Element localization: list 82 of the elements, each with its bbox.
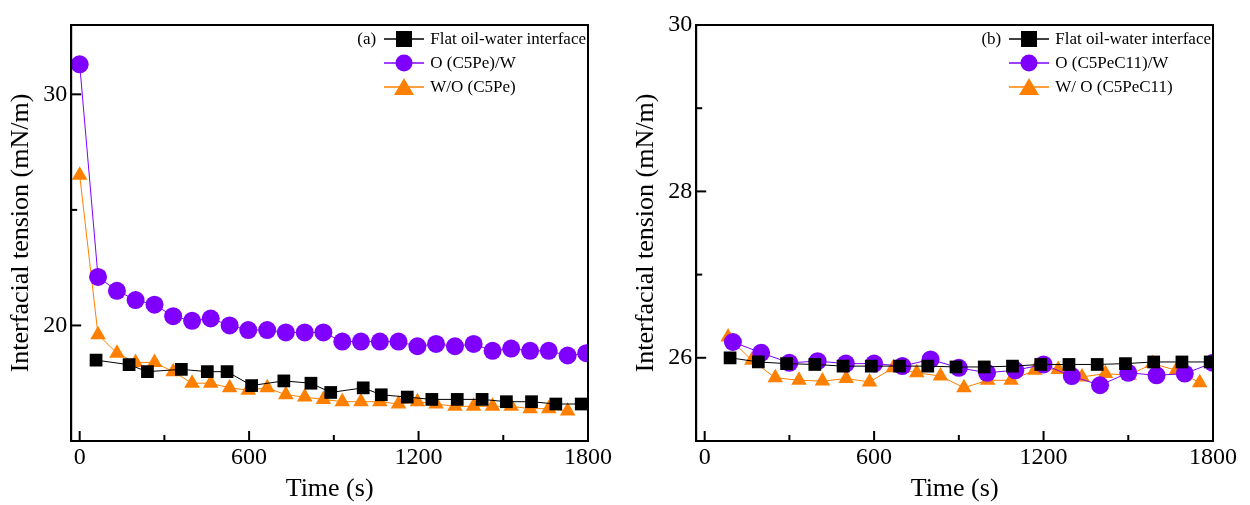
point (356, 381, 370, 395)
point (427, 334, 446, 353)
point (174, 362, 188, 376)
y-tick-label: 20 (43, 310, 68, 337)
point (521, 341, 540, 360)
point (239, 321, 258, 340)
point (141, 365, 154, 379)
point (122, 358, 136, 372)
y-tick-label: 26 (668, 343, 693, 370)
point (296, 388, 313, 402)
point (464, 334, 483, 353)
point (558, 346, 577, 365)
point (183, 311, 202, 330)
point (164, 307, 183, 326)
point (475, 393, 489, 406)
point (400, 390, 414, 404)
x-tick-label: 1200 (394, 442, 443, 469)
point (353, 392, 369, 407)
point (559, 401, 576, 416)
y-tick-label: 30 (43, 79, 68, 106)
legend-label: O (C5Pe)/W (430, 52, 516, 74)
y-tick-label: 28 (668, 176, 693, 203)
point (525, 395, 538, 409)
point (201, 309, 220, 328)
point (549, 397, 563, 411)
x-tick-label: 0 (698, 442, 711, 469)
point (374, 388, 388, 402)
point (145, 295, 164, 314)
x-tick-label: 1800 (1189, 442, 1237, 469)
point (484, 397, 501, 411)
annotation: (b) (981, 28, 1002, 50)
legend-label: O (C5PeC11)/W (1055, 52, 1169, 74)
x-tick-label: 1800 (564, 442, 612, 469)
legend-label: Flat oil-water interface (1055, 28, 1211, 50)
legend-label: Flat oil-water interface (430, 28, 586, 50)
point (109, 344, 125, 358)
point (258, 321, 277, 340)
point (107, 281, 126, 300)
point (408, 337, 427, 356)
point (90, 325, 106, 340)
point (278, 385, 294, 400)
point (445, 337, 464, 356)
point (370, 332, 389, 351)
point (221, 378, 238, 393)
point (200, 365, 214, 379)
x-tick-label: 600 (856, 442, 893, 469)
point (220, 365, 234, 379)
point (333, 332, 352, 351)
x-tick-label: 0 (73, 442, 86, 469)
annotation: (a) (357, 28, 377, 50)
point (89, 267, 108, 286)
point (71, 55, 89, 74)
point (245, 379, 259, 392)
point (324, 386, 338, 399)
point (304, 376, 318, 390)
point (502, 339, 521, 358)
point (450, 393, 464, 406)
point (334, 392, 351, 407)
legend-label: W/ O (C5PeC11) (1055, 76, 1173, 98)
y-axis-title: Interfacial tension (mN/m) (630, 93, 660, 373)
point (390, 395, 407, 409)
point (314, 323, 333, 342)
point (465, 397, 482, 411)
point (351, 332, 370, 351)
point (220, 316, 239, 335)
x-axis-title: Time (s) (910, 473, 999, 503)
legend-label: W/O (C5Pe) (430, 76, 516, 98)
point (295, 323, 314, 342)
point (276, 323, 295, 342)
point (184, 374, 200, 388)
point (389, 332, 408, 351)
x-axis-title: Time (s) (285, 473, 374, 503)
point (500, 395, 513, 409)
y-axis-title: Interfacial tension (mN/m) (5, 93, 35, 373)
point (126, 291, 145, 310)
point (425, 393, 439, 406)
point (277, 374, 291, 388)
point (539, 341, 558, 360)
x-tick-label: 1200 (1019, 442, 1068, 469)
y-tick-label: 30 (668, 10, 693, 37)
point (483, 341, 502, 360)
x-tick-label: 600 (231, 442, 268, 469)
